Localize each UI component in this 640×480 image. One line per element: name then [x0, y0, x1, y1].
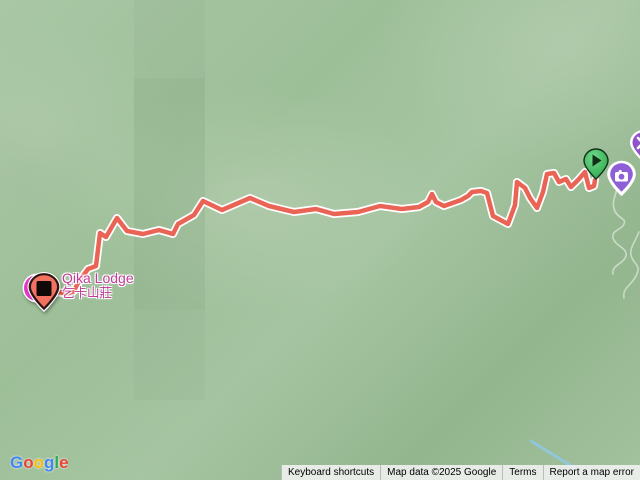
svg-text:Google: Google — [10, 453, 68, 472]
